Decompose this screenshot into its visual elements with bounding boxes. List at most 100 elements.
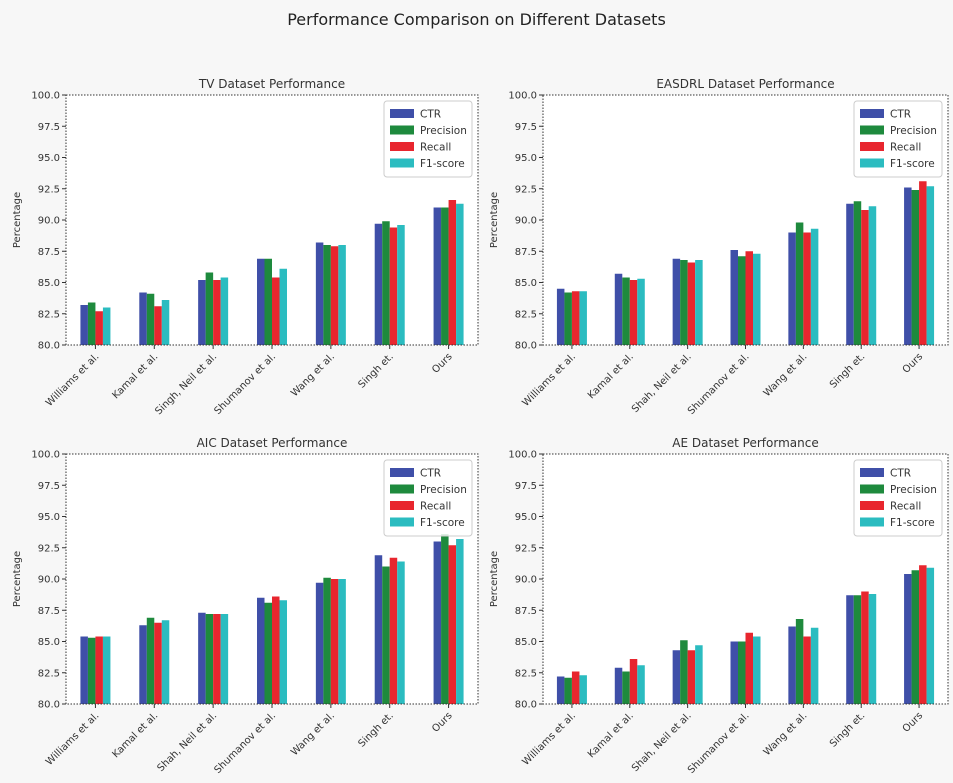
y-tick-label: 100.0: [508, 450, 537, 461]
bar: [846, 595, 854, 704]
bar: [622, 671, 630, 704]
y-tick-label: 92.5: [38, 543, 60, 554]
y-axis-label: Percentage: [489, 192, 500, 248]
y-tick-label: 100.0: [508, 91, 537, 102]
y-tick-label: 100.0: [31, 91, 60, 102]
bar: [926, 567, 935, 704]
bar: [680, 640, 688, 704]
legend-label: F1-score: [420, 158, 465, 170]
legend-label: Precision: [420, 125, 467, 137]
legend-swatch: [860, 158, 884, 168]
bar: [389, 557, 398, 704]
legend-swatch: [860, 501, 884, 510]
axis-frame: [65, 94, 479, 346]
panel-title: EASDRL Dataset Performance: [656, 77, 834, 91]
y-axis-label: Percentage: [489, 551, 500, 607]
bar: [441, 207, 449, 345]
bar: [637, 278, 645, 345]
y-tick-label: 95.0: [38, 153, 60, 164]
bar: [146, 617, 155, 704]
legend-label: F1-score: [890, 158, 935, 170]
legend-label: Precision: [890, 484, 937, 496]
y-tick-label: 85.0: [38, 278, 60, 289]
axis-frame: [65, 453, 479, 705]
bar: [102, 307, 111, 345]
bar: [911, 570, 920, 704]
bar: [198, 612, 206, 704]
legend-swatch: [860, 484, 884, 494]
legend-swatch: [390, 109, 414, 118]
bar: [853, 201, 862, 345]
bar: [926, 186, 935, 345]
bar: [810, 627, 819, 704]
bar: [622, 277, 630, 345]
bar: [687, 262, 696, 345]
bar: [564, 677, 572, 704]
bar: [904, 574, 912, 704]
bar: [389, 227, 398, 345]
bar: [323, 245, 331, 345]
bar: [374, 555, 383, 704]
bar: [579, 675, 587, 704]
y-tick-label: 95.0: [515, 153, 537, 164]
y-tick-label: 95.0: [515, 512, 537, 523]
y-tick-label: 97.5: [38, 481, 60, 492]
bar: [257, 258, 265, 345]
bar: [861, 591, 869, 704]
bar: [338, 579, 346, 704]
bar: [397, 225, 405, 345]
bar: [564, 292, 572, 345]
y-tick-label: 90.0: [38, 575, 60, 586]
bar: [637, 665, 645, 704]
legend-label: Recall: [890, 142, 921, 154]
bar: [87, 302, 96, 345]
legend-swatch: [390, 142, 414, 151]
bar: [579, 291, 587, 345]
bar: [374, 223, 383, 345]
bar: [795, 619, 804, 704]
y-tick-label: 82.5: [515, 309, 537, 320]
bar: [315, 242, 324, 345]
bar: [154, 306, 162, 345]
y-tick-label: 97.5: [38, 122, 60, 133]
bar: [571, 291, 580, 345]
bar: [571, 671, 580, 704]
bar: [264, 602, 272, 704]
legend-label: Precision: [420, 484, 467, 496]
legend-box: [383, 459, 473, 537]
bar: [853, 595, 862, 704]
bar: [198, 280, 206, 345]
bar: [672, 258, 681, 345]
bar: [213, 614, 221, 704]
bar: [87, 637, 96, 704]
y-tick-label: 85.0: [515, 278, 537, 289]
bar: [382, 221, 390, 345]
legend-swatch: [860, 125, 884, 135]
legend-label: F1-score: [890, 517, 935, 529]
bar: [687, 650, 696, 704]
legend-label: Precision: [890, 125, 937, 137]
bar: [614, 667, 623, 704]
y-axis-label: Percentage: [12, 192, 23, 248]
bar: [139, 292, 147, 345]
y-tick-label: 90.0: [515, 216, 537, 227]
bar: [272, 277, 280, 345]
bar: [803, 636, 811, 704]
legend-box: [853, 100, 943, 178]
bar: [441, 534, 449, 704]
bar: [154, 622, 162, 704]
panel-title: AIC Dataset Performance: [197, 436, 348, 450]
bar: [861, 210, 869, 345]
bar: [397, 561, 405, 704]
bar: [205, 614, 214, 704]
y-tick-label: 97.5: [515, 481, 537, 492]
bar: [680, 260, 688, 345]
x-tick-label: Williams et al.: [520, 710, 578, 768]
bar: [257, 597, 265, 704]
legend-label: Recall: [420, 142, 451, 154]
bar: [629, 659, 638, 704]
y-tick-label: 82.5: [515, 668, 537, 679]
bar: [95, 636, 103, 704]
